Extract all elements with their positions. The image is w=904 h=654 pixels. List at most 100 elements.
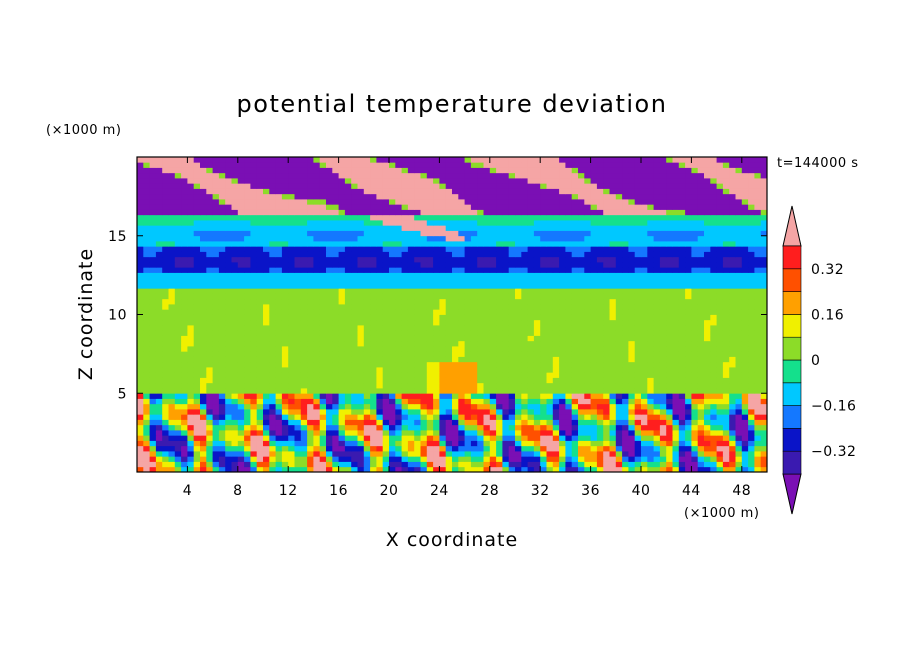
contour-cell: [729, 445, 736, 452]
contour-cell: [395, 346, 402, 352]
contour-cell: [546, 330, 554, 336]
contour-cell: [622, 214, 629, 221]
contour-cell: [634, 246, 642, 252]
contour-cell: [603, 382, 610, 389]
contour-cell: [452, 377, 459, 384]
contour-cell: [691, 283, 699, 289]
contour-cell: [527, 262, 535, 268]
contour-cell: [578, 440, 585, 447]
contour-cell: [363, 388, 371, 394]
contour-cell: [275, 346, 283, 352]
contour-cell: [527, 330, 535, 336]
contour-cell: [552, 256, 560, 263]
contour-cell: [332, 398, 339, 405]
contour-cell: [584, 377, 591, 384]
contour-cell: [508, 372, 516, 378]
contour-cell: [401, 414, 409, 420]
contour-cell: [666, 356, 673, 363]
contour-cell: [533, 393, 541, 399]
contour-cell: [357, 309, 365, 315]
contour-cell: [729, 346, 736, 352]
contour-cell: [748, 372, 755, 378]
contour-cell: [741, 351, 749, 357]
contour-cell: [263, 267, 270, 273]
contour-cell: [483, 403, 491, 410]
contour-cell: [659, 330, 667, 336]
contour-cell: [496, 398, 503, 405]
contour-cell: [722, 445, 730, 452]
contour-cell: [678, 262, 686, 268]
contour-cell: [389, 314, 396, 321]
contour-cell: [401, 277, 409, 284]
contour-cell: [571, 414, 579, 420]
contour-cell: [729, 403, 736, 410]
contour-cell: [710, 456, 717, 462]
contour-cell: [344, 445, 352, 452]
contour-cell: [281, 304, 289, 310]
contour-cell: [546, 367, 554, 373]
contour-cell: [741, 251, 749, 258]
contour-cell: [426, 351, 434, 357]
contour-cell: [187, 230, 195, 237]
contour-cell: [338, 288, 346, 294]
contour-cell: [748, 293, 755, 300]
contour-cell: [363, 466, 371, 472]
contour-cell: [162, 277, 169, 284]
contour-cell: [300, 403, 308, 410]
contour-cell: [628, 398, 636, 405]
contour-cell: [470, 398, 478, 405]
contour-cell: [401, 283, 409, 289]
contour-cell: [263, 293, 270, 300]
contour-cell: [540, 325, 547, 331]
contour-cell: [370, 346, 377, 352]
contour-cell: [187, 235, 195, 242]
contour-cell: [149, 309, 157, 315]
contour-cell: [193, 382, 201, 389]
contour-cell: [407, 277, 415, 284]
contour-cell: [401, 225, 409, 231]
contour-cell: [307, 393, 314, 399]
contour-cell: [521, 377, 528, 384]
contour-cell: [704, 304, 711, 310]
contour-cell: [420, 330, 428, 336]
contour-cell: [653, 304, 661, 310]
contour-cell: [552, 356, 560, 363]
contour-cell: [218, 403, 226, 410]
contour-cell: [672, 466, 680, 472]
contour-cell: [382, 241, 390, 247]
contour-cell: [533, 388, 541, 394]
contour-cell: [729, 419, 736, 426]
contour-cell: [515, 335, 522, 342]
contour-cell: [722, 456, 730, 462]
contour-cell: [628, 409, 636, 415]
contour-cell: [754, 382, 762, 389]
contour-cell: [496, 456, 503, 462]
contour-cell: [672, 330, 680, 336]
contour-cell: [559, 440, 566, 447]
contour-cell: [181, 330, 188, 336]
contour-cell: [206, 230, 213, 237]
contour-cell: [370, 456, 377, 462]
contour-cell: [609, 277, 617, 284]
contour-cell: [174, 288, 182, 294]
contour-cell: [263, 277, 270, 284]
contour-cell: [389, 398, 396, 405]
contour-cell: [647, 403, 654, 410]
contour-cell: [628, 356, 636, 363]
contour-cell: [281, 466, 289, 472]
contour-cell: [641, 335, 648, 342]
contour-cell: [697, 456, 705, 462]
contour-cell: [445, 388, 453, 394]
contour-cell: [540, 430, 547, 436]
contour-cell: [527, 272, 535, 279]
contour-cell: [735, 246, 743, 252]
contour-cell: [269, 346, 276, 352]
contour-cell: [691, 419, 699, 426]
contour-cell: [615, 451, 623, 457]
contour-cell: [401, 377, 409, 384]
contour-cell: [162, 262, 169, 268]
contour-cell: [729, 330, 736, 336]
contour-cell: [622, 230, 629, 237]
contour-cell: [590, 388, 598, 394]
contour-cell: [741, 220, 749, 226]
